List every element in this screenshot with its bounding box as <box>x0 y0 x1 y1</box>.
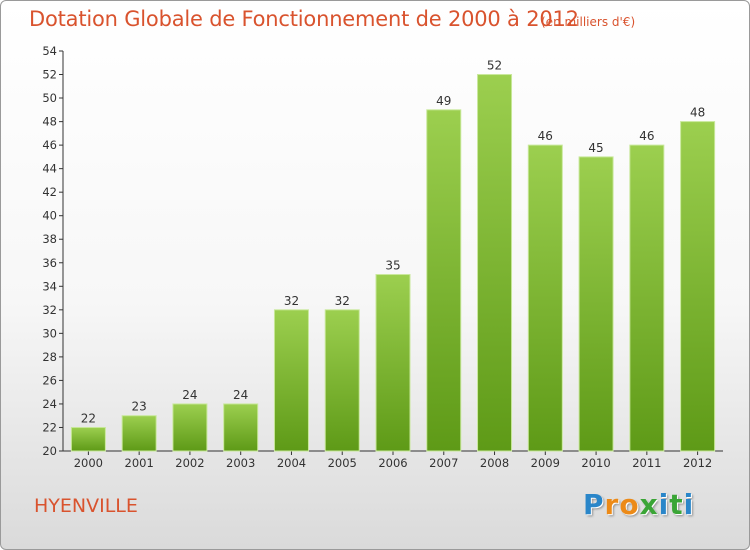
y-tick-label: 28 <box>42 350 57 364</box>
y-tick-label: 22 <box>42 420 57 434</box>
x-tick-label: 2010 <box>581 456 610 470</box>
logo-letter: r <box>604 488 620 521</box>
bar-2010 <box>578 156 614 452</box>
y-tick-label: 34 <box>42 279 57 293</box>
x-tick-label: 2009 <box>531 456 560 470</box>
y-tick-label: 50 <box>42 91 57 105</box>
chart-title: Dotation Globale de Fonctionnement de 20… <box>29 7 579 31</box>
value-label-2008: 52 <box>487 59 502 73</box>
y-tick-label: 48 <box>42 115 57 129</box>
logo-letter: t <box>669 488 684 521</box>
place-name: HYENVILLE <box>34 495 138 517</box>
x-tick-label: 2007 <box>429 456 458 470</box>
x-tick-label: 2002 <box>175 456 204 470</box>
logo-letter: x <box>639 488 659 521</box>
bar-2011 <box>629 144 665 452</box>
y-tick-label: 36 <box>42 256 57 270</box>
chart-value-labels: 22 23 24 24 32 32 35 49 52 46 45 46 48 <box>81 59 706 426</box>
y-tick-label: 52 <box>42 68 57 82</box>
logo-letter: i <box>683 488 695 521</box>
y-tick-label: 44 <box>42 162 57 176</box>
bar-2004 <box>273 309 309 452</box>
logo-letter: P <box>583 488 605 521</box>
value-label-2009: 46 <box>538 129 553 143</box>
value-label-2000: 22 <box>81 411 96 425</box>
value-label-2011: 46 <box>639 129 654 143</box>
x-tick-label: 2005 <box>328 456 357 470</box>
bar-2009 <box>527 144 563 452</box>
value-label-2007: 49 <box>436 94 451 108</box>
logo-letter: o <box>619 488 640 521</box>
value-label-2006: 35 <box>385 259 400 273</box>
value-label-2002: 24 <box>182 388 197 402</box>
y-tick-label: 32 <box>42 303 57 317</box>
value-label-2005: 32 <box>335 294 350 308</box>
value-label-2001: 23 <box>132 400 147 414</box>
bar-2006 <box>375 274 411 452</box>
logo-letter: i <box>658 488 670 521</box>
x-tick-label: 2008 <box>480 456 509 470</box>
y-tick-label: 46 <box>42 138 57 152</box>
x-tick-label: 2004 <box>277 456 306 470</box>
bar-2001 <box>121 415 157 452</box>
bar-2008 <box>477 74 513 452</box>
x-tick-label: 2003 <box>226 456 255 470</box>
bar-2002 <box>172 403 208 452</box>
chart-bars <box>70 74 716 452</box>
bar-2007 <box>426 109 462 452</box>
bar-2012 <box>680 121 716 452</box>
y-tick-label: 24 <box>42 397 57 411</box>
bar-2005 <box>324 309 360 452</box>
value-label-2012: 48 <box>690 106 705 120</box>
value-label-2010: 45 <box>588 141 603 155</box>
value-label-2004: 32 <box>284 294 299 308</box>
x-tick-label: 2000 <box>74 456 103 470</box>
x-tick-label: 2011 <box>632 456 661 470</box>
chart-subtitle: (en milliers d'€) <box>541 15 636 29</box>
y-tick-label: 54 <box>42 44 57 58</box>
bar-2003 <box>223 403 259 452</box>
x-tick-label: 2006 <box>378 456 407 470</box>
x-tick-label: 2012 <box>683 456 712 470</box>
y-tick-label: 38 <box>42 232 57 246</box>
y-tick-label: 26 <box>42 373 57 387</box>
bar-2000 <box>70 426 106 452</box>
y-tick-label: 42 <box>42 185 57 199</box>
y-tick-label: 30 <box>42 326 57 340</box>
proxiti-logo[interactable]: Proxiti <box>583 488 694 521</box>
chart-axes: 20 22 24 26 28 30 32 34 36 38 40 42 44 46 48 50 52 54 2000… <box>42 44 723 470</box>
x-tick-label: 2001 <box>125 456 154 470</box>
y-tick-label: 20 <box>42 444 57 458</box>
y-tick-label: 40 <box>42 209 57 223</box>
value-label-2003: 24 <box>233 388 248 402</box>
